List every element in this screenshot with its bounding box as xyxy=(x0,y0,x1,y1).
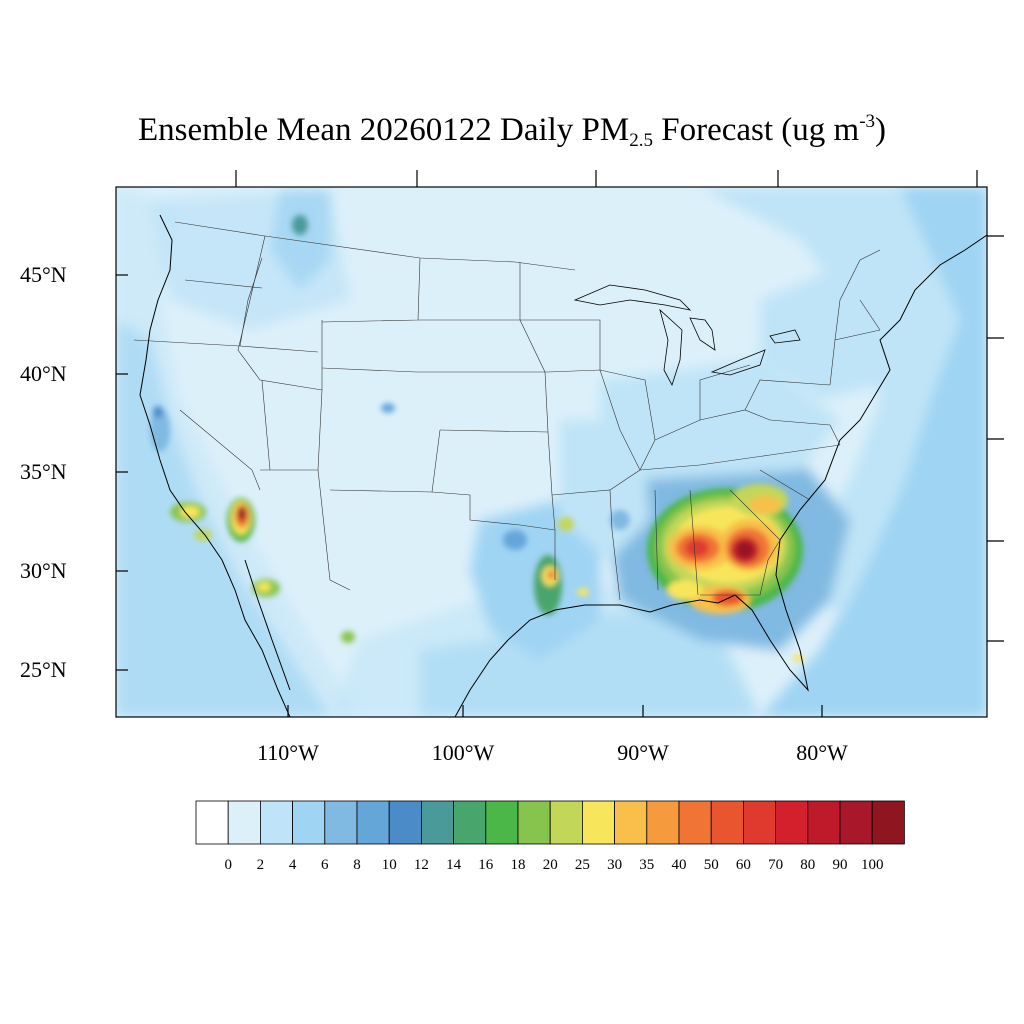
colorbar-tick-label: 6 xyxy=(321,857,329,873)
colorbar-box xyxy=(292,800,326,845)
colorbar-tick-label: 20 xyxy=(542,857,558,873)
colorbar-box xyxy=(678,800,712,845)
title-superscript: -3 xyxy=(859,111,876,132)
colorbar-tick-label: 12 xyxy=(413,857,429,873)
lat-label-45n: 45°N xyxy=(20,262,67,287)
colorbar-box xyxy=(614,800,648,845)
colorbar-tick-label: 18 xyxy=(510,857,526,873)
background-field xyxy=(116,187,987,717)
colorbar-tick-label: 50 xyxy=(703,857,719,873)
hotspot-misc xyxy=(292,215,803,662)
colorbar xyxy=(195,800,905,845)
colorbar-box xyxy=(260,800,294,845)
colorbar-tick-label: 2 xyxy=(256,857,265,873)
colorbar-box xyxy=(807,800,841,845)
colorbar-box xyxy=(388,800,422,845)
tick-marks xyxy=(116,170,1004,717)
hotspot-tucson xyxy=(252,579,280,597)
hotspot-phoenix xyxy=(227,498,255,542)
coastline xyxy=(139,214,987,717)
title-subscript: 2.5 xyxy=(629,130,653,151)
map-title: Ensemble Mean 20260122 Daily PM2.5 Forec… xyxy=(0,111,1024,151)
colorbar-box xyxy=(871,800,905,845)
lat-label-25n: 25°N xyxy=(20,657,67,682)
colorbar-tick-label: 60 xyxy=(735,857,751,873)
colorbar-tick-label: 4 xyxy=(288,857,297,873)
colorbar-box xyxy=(485,800,519,845)
colorbar-box xyxy=(324,800,358,845)
colorbar-tick-label: 80 xyxy=(800,857,816,873)
hotspot-southeast xyxy=(647,484,803,614)
colorbar-tick-label: 14 xyxy=(446,857,462,873)
colorbar-tick-label: 100 xyxy=(860,857,884,873)
lat-label-35n: 35°N xyxy=(20,459,67,484)
colorbar-box xyxy=(517,800,551,845)
colorbar-box xyxy=(549,800,583,845)
colorbar-tick-label: 30 xyxy=(607,857,623,873)
map-plot-area xyxy=(116,187,987,717)
hotspot-los-angeles xyxy=(170,502,212,541)
colorbar-tick-label: 25 xyxy=(574,857,590,873)
map-frame xyxy=(115,186,988,718)
colorbar-tick-label: 10 xyxy=(381,857,397,873)
colorbar-box xyxy=(743,800,777,845)
colorbar-tick-label: 40 xyxy=(671,857,687,873)
montana-plume xyxy=(270,190,330,290)
colorbar-tick-label: 16 xyxy=(478,857,494,873)
ohio-valley-haze xyxy=(600,360,840,480)
colorbar-box xyxy=(453,800,487,845)
lon-label-80w: 80°W xyxy=(796,740,848,765)
colorbar-box xyxy=(581,800,615,845)
colorbar-tick-label: 90 xyxy=(832,857,848,873)
pacific-shade-outer xyxy=(116,187,360,717)
lat-label-30n: 30°N xyxy=(20,558,67,583)
state-boundaries xyxy=(133,221,881,601)
lon-label-90w: 90°W xyxy=(617,740,669,765)
title-middle: Forecast (ug m xyxy=(653,112,860,148)
lon-label-100w: 100°W xyxy=(431,740,495,765)
colorbar-box xyxy=(646,800,680,845)
colorbar-box xyxy=(775,800,809,845)
title-prefix: Ensemble Mean 20260122 Daily PM xyxy=(137,112,630,148)
colorbar-tick-label: 35 xyxy=(639,857,655,873)
colorbar-tick-label: 8 xyxy=(353,857,361,873)
colorbar-box xyxy=(710,800,744,845)
lon-label-110w: 110°W xyxy=(257,740,319,765)
lat-label-40n: 40°N xyxy=(20,361,67,386)
colorbar-tick-label: 0 xyxy=(224,857,232,873)
great-lakes xyxy=(573,284,801,387)
colorbar-box xyxy=(420,800,454,845)
colorbar-tick-label: 70 xyxy=(768,857,784,873)
colorbar-box xyxy=(839,800,873,845)
colorbar-box xyxy=(195,800,229,845)
colorbar-box xyxy=(227,800,261,845)
ocean-atlantic-shade xyxy=(760,187,987,717)
title-suffix: ) xyxy=(875,112,887,148)
northeast-haze xyxy=(760,250,940,400)
colorbar-box xyxy=(356,800,390,845)
